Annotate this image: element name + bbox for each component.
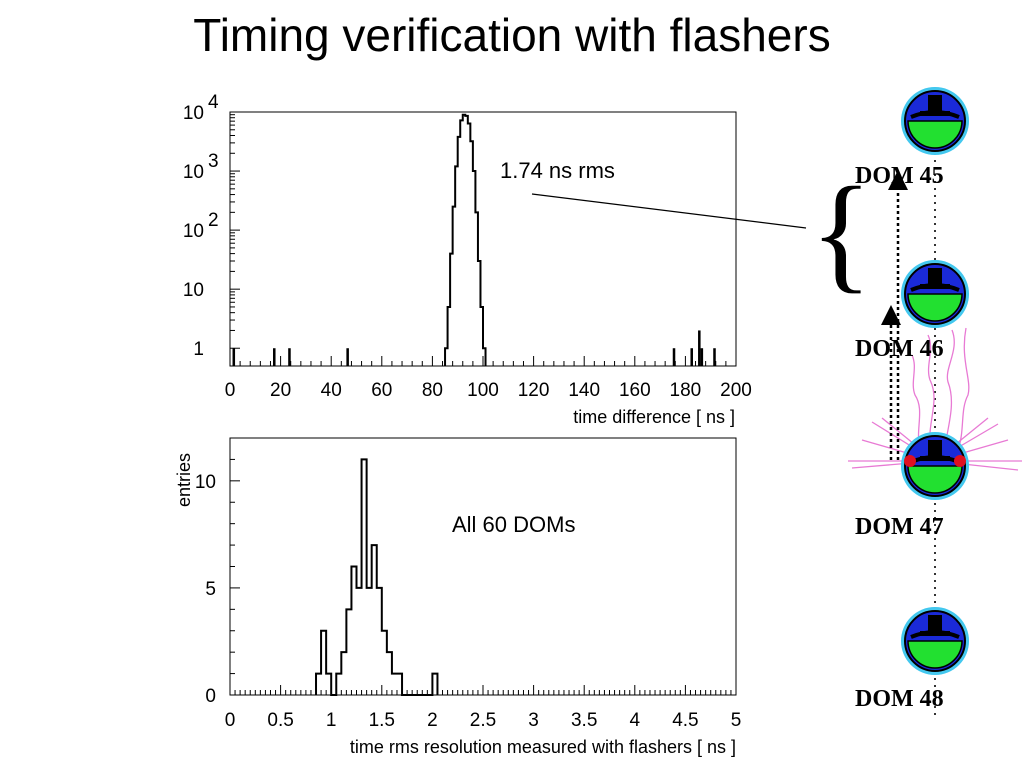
top-outlier-bin (273, 348, 276, 366)
top-y-tick-label: 1 (193, 339, 204, 360)
top-y-tick-exponent: 2 (208, 210, 219, 231)
bottom-y-tick-label: 10 (195, 472, 216, 493)
brace-icon: { (810, 161, 872, 305)
bottom-y-tick-label: 5 (205, 579, 216, 600)
bottom-x-tick-label: 0.5 (267, 710, 293, 731)
top-histogram-bars (232, 113, 716, 366)
timing-difference-histogram: 0 20 40 60 80 100 120 140 160 180 200 110102103104… (183, 92, 752, 427)
top-x-axis-title: time difference [ ns ] (573, 407, 735, 427)
top-x-tick-label: 40 (321, 380, 342, 401)
dom-pmt-half (907, 465, 963, 494)
dom-label-46: DOM 46 (855, 336, 944, 362)
top-x-tick-label: 160 (619, 380, 651, 401)
dom-base (920, 111, 950, 116)
top-y-tick-exponent: 3 (208, 151, 219, 172)
top-x-tick-label: 80 (422, 380, 443, 401)
bottom-x-tick-labels: 0 0.5 1 1.5 2 2.5 3 3.5 4 4.5 5 (225, 710, 742, 731)
top-outlier-bin (346, 348, 349, 366)
bottom-histogram-outline (315, 458, 439, 696)
top-x-tick-label: 200 (720, 380, 752, 401)
top-outlier-bin (713, 348, 716, 366)
dom-spheres (901, 87, 969, 675)
top-outlier-bin (690, 348, 693, 366)
bottom-x-tick-label: 5 (731, 710, 742, 731)
dom-pmt-half (907, 640, 963, 669)
top-x-tick-labels: 0 20 40 60 80 100 120 140 160 180 200 (225, 380, 752, 401)
top-y-tick-exponent: 4 (208, 92, 219, 113)
dom-sphere-48 (901, 607, 969, 675)
bottom-x-tick-label: 3 (528, 710, 539, 731)
dom-sphere-45 (901, 87, 969, 155)
top-x-tick-label: 60 (371, 380, 392, 401)
top-x-tick-label: 180 (670, 380, 702, 401)
flasher-led-left (904, 455, 916, 467)
top-y-tick-label: 10 (183, 280, 204, 301)
bottom-x-tick-label: 4.5 (672, 710, 698, 731)
bottom-histogram-bars (315, 458, 439, 696)
dom-label-45: DOM 45 (855, 163, 944, 189)
bottom-annotation: All 60 DOMs (452, 512, 575, 537)
top-outlier-bin (672, 348, 676, 366)
bottom-x-tick-label: 1.5 (369, 710, 395, 731)
top-x-tick-label: 100 (467, 380, 499, 401)
top-x-tick-label: 20 (270, 380, 291, 401)
bottom-x-axis-title: time rms resolution measured with flashe… (350, 737, 736, 757)
plot-frame-bottom (229, 437, 737, 696)
dom-base (920, 631, 950, 636)
top-outlier-bin (232, 348, 236, 366)
bottom-x-tick-label: 2 (427, 710, 438, 731)
top-x-tick-label: 0 (225, 380, 236, 401)
bottom-x-tick-label: 1 (326, 710, 337, 731)
top-y-tick-label: 10 (183, 221, 204, 242)
dom-board (928, 95, 942, 113)
bottom-x-tick-label: 3.5 (571, 710, 597, 731)
dom-base (920, 284, 950, 289)
dom-pmt-half (907, 120, 963, 149)
dom-base (920, 456, 950, 461)
top-outlier-bin (288, 348, 291, 366)
bottom-x-tick-label: 2.5 (470, 710, 496, 731)
top-peak-histogram (444, 113, 487, 366)
flasher-led-right (954, 455, 966, 467)
dom-pmt-half (907, 293, 963, 322)
dom-board (928, 268, 942, 286)
dom-string-diagram: DOM 45 DOM 46 DOM 47 DOM 48 (848, 87, 1022, 720)
top-rms-annotation: 1.74 ns rms (500, 158, 615, 183)
bottom-y-tick-labels: 0 5 10 (195, 472, 216, 707)
top-outlier-bin (700, 348, 704, 366)
dom-board (928, 615, 942, 633)
top-y-tick-label: 10 (183, 103, 204, 124)
bottom-x-tick-label: 0 (225, 710, 236, 731)
slide-title: Timing verification with flashers (193, 9, 831, 61)
top-x-tick-label: 120 (518, 380, 550, 401)
dom-label-47: DOM 47 (855, 514, 944, 540)
bottom-x-tick-label: 4 (630, 710, 641, 731)
bottom-axis-ticks (229, 437, 737, 696)
dom-board (928, 440, 942, 458)
top-x-tick-label: 140 (568, 380, 600, 401)
bottom-y-axis-title: entries (174, 453, 194, 507)
bottom-y-tick-label: 0 (205, 686, 216, 707)
rms-resolution-histogram: 0 0.5 1 1.5 2 2.5 3 3.5 4 4.5 5 0 5 10 time rms reso… (174, 437, 742, 757)
dom-sphere-46 (901, 260, 969, 328)
annotation-connector-line (531, 193, 807, 229)
dom-label-48: DOM 48 (855, 686, 944, 712)
top-y-tick-label: 10 (183, 162, 204, 183)
top-outlier-bin (698, 330, 701, 366)
